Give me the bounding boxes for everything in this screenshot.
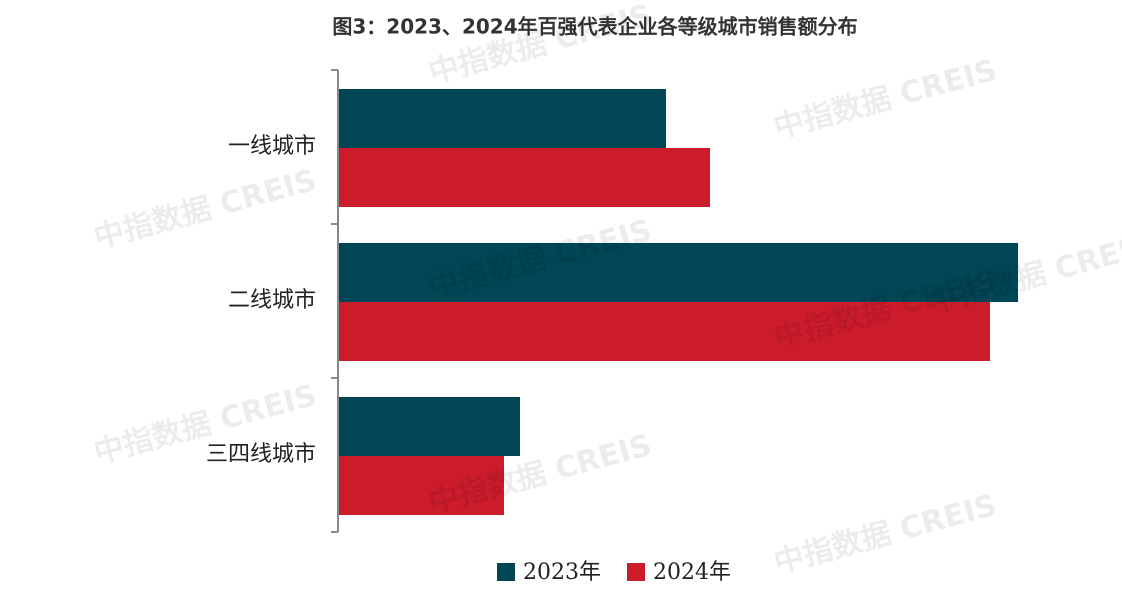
legend-swatch bbox=[627, 563, 645, 581]
bar bbox=[338, 243, 1018, 302]
watermark: 中指数据 CREIS bbox=[770, 488, 1000, 581]
y-tick-label: 一线城市 bbox=[228, 134, 316, 159]
bar bbox=[338, 397, 520, 456]
watermark: 中指数据 CREIS bbox=[770, 53, 1000, 146]
legend-swatch bbox=[497, 563, 515, 581]
bar bbox=[338, 302, 990, 361]
y-tick-label: 二线城市 bbox=[228, 288, 316, 313]
bar bbox=[338, 89, 666, 148]
watermark: 中指数据 CREIS bbox=[90, 163, 320, 256]
legend-label: 2023年 bbox=[523, 560, 601, 585]
bar bbox=[338, 148, 710, 207]
legend-label: 2024年 bbox=[653, 560, 731, 585]
y-tick-label: 三四线城市 bbox=[206, 442, 316, 467]
chart-title: 图3：2023、2024年百强代表企业各等级城市销售额分布 bbox=[332, 15, 857, 39]
bar bbox=[338, 456, 504, 515]
